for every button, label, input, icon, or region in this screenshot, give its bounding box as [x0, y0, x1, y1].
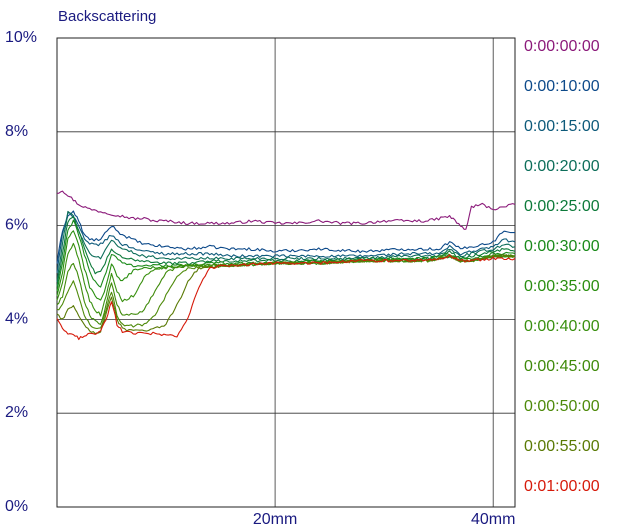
series-line-3: [56, 210, 516, 283]
y-tick-label-1: 2%: [5, 404, 28, 421]
series-layer: [56, 190, 516, 341]
legend-entry-7: 0:00:40:00: [524, 318, 600, 335]
legend-entry-11: 0:01:00:00: [524, 478, 600, 495]
series-line-9: [56, 254, 516, 330]
y-tick-label-0: 0%: [5, 498, 28, 515]
x-tick-label-0: 20mm: [253, 511, 297, 528]
legend-entry-1: 0:00:10:00: [524, 78, 600, 95]
legend-entry-9: 0:00:50:00: [524, 398, 600, 415]
plot-frame: [56, 37, 516, 508]
series-line-10: [56, 254, 516, 335]
legend: 0:00:00:00 0:00:10:00 0:00:15:00 0:00:20:00…: [524, 38, 600, 495]
legend-entry-4: 0:00:25:00: [524, 198, 600, 215]
series-line-2: [56, 212, 516, 273]
legend-entry-3: 0:00:20:00: [524, 158, 600, 175]
series-line-0: [56, 190, 516, 230]
y-tick-label-5: 10%: [5, 29, 37, 46]
series-line-8: [56, 254, 516, 325]
x-tick-labels: 20mm 40mm: [253, 511, 516, 528]
legend-entry-6: 0:00:35:00: [524, 278, 600, 295]
y-tick-labels: 0% 2% 4% 6% 8% 10%: [5, 29, 37, 515]
y-tick-label-2: 4%: [5, 310, 28, 327]
legend-entry-0: 0:00:00:00: [524, 38, 600, 55]
series-line-6: [56, 230, 516, 301]
legend-entry-8: 0:00:45:00: [524, 358, 600, 375]
legend-entry-10: 0:00:55:00: [524, 438, 600, 455]
x-tick-label-1: 40mm: [471, 511, 515, 528]
series-line-11: [56, 254, 516, 341]
legend-entry-5: 0:00:30:00: [524, 238, 600, 255]
y-axis-title: Backscattering: [58, 8, 156, 25]
legend-entry-2: 0:00:15:00: [524, 118, 600, 135]
y-tick-label-3: 6%: [5, 217, 28, 234]
y-tick-label-4: 8%: [5, 123, 28, 140]
series-line-1: [56, 210, 515, 264]
grid: [57, 37, 515, 508]
